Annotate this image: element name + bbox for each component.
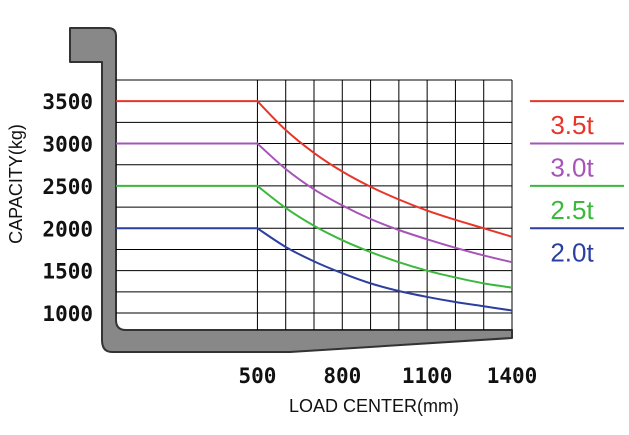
series-line-3-0t bbox=[116, 142, 513, 264]
y-tick-label: 2000 bbox=[42, 217, 93, 241]
fork-silhouette bbox=[69, 27, 513, 353]
x-tick-label: 1100 bbox=[402, 364, 453, 388]
y-tick-label: 1000 bbox=[42, 302, 93, 326]
series-line-2-0t bbox=[116, 227, 513, 312]
x-tick-label: 800 bbox=[323, 364, 361, 388]
x-axis-ticks: 500 800 1100 1400 bbox=[238, 364, 537, 388]
y-axis-label: CAPACITY(kg) bbox=[6, 124, 26, 244]
y-tick-label: 3500 bbox=[42, 90, 93, 114]
chart-series bbox=[116, 100, 513, 312]
legend-label-2-5t: 2.5t bbox=[550, 195, 594, 225]
y-tick-label: 3000 bbox=[42, 133, 93, 157]
chart-legend: 3.5t 3.0t 2.5t 2.0t bbox=[530, 100, 624, 267]
legend-label-2-0t: 2.0t bbox=[550, 237, 594, 267]
legend-label-3-0t: 3.0t bbox=[550, 153, 594, 183]
series-line-3-5t bbox=[116, 100, 513, 238]
y-tick-label: 1500 bbox=[42, 260, 93, 284]
x-tick-label: 500 bbox=[238, 364, 276, 388]
chart-grid bbox=[116, 79, 513, 330]
x-tick-label: 1400 bbox=[487, 364, 538, 388]
y-tick-label: 2500 bbox=[42, 175, 93, 199]
y-axis-ticks: 1000 1500 2000 2500 3000 3500 bbox=[42, 90, 93, 326]
x-axis-label: LOAD CENTER(mm) bbox=[289, 396, 459, 416]
series-line-2-5t bbox=[116, 184, 513, 289]
legend-label-3-5t: 3.5t bbox=[550, 110, 594, 140]
